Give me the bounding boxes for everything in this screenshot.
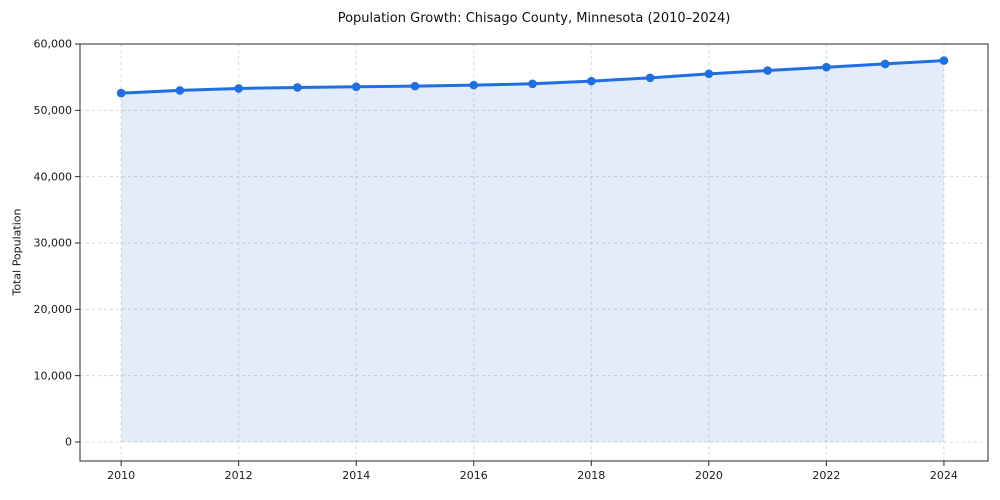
y-tick-label: 10,000 xyxy=(34,369,73,382)
y-tick-label: 60,000 xyxy=(34,38,73,51)
x-tick-label: 2012 xyxy=(225,469,253,482)
data-point-2022 xyxy=(822,62,831,72)
y-tick-label: 30,000 xyxy=(34,237,73,250)
x-tick-label: 2024 xyxy=(930,469,958,482)
plot-border xyxy=(79,43,989,462)
y-tick-label: 50,000 xyxy=(34,104,73,117)
data-point-2015 xyxy=(410,81,420,91)
x-tick-label: 2016 xyxy=(460,469,488,482)
x-tick-label: 2020 xyxy=(695,469,723,482)
y-tick-label: 0 xyxy=(65,436,72,449)
data-point-2010 xyxy=(116,88,126,98)
data-point-2016 xyxy=(469,80,479,90)
data-point-2018 xyxy=(587,76,596,86)
x-tick-label: 2018 xyxy=(577,469,605,482)
data-point-2013 xyxy=(293,83,302,92)
data-point-2023 xyxy=(880,59,890,69)
data-point-2019 xyxy=(645,73,655,83)
data-point-2014 xyxy=(351,82,361,92)
y-tick-label: 20,000 xyxy=(34,303,73,316)
data-point-2017 xyxy=(528,79,537,89)
x-tick-label: 2014 xyxy=(342,469,370,482)
x-tick-label: 2010 xyxy=(107,469,135,482)
chart-title: Population Growth: Chisago County, Minne… xyxy=(337,11,731,26)
data-point-2011 xyxy=(175,86,185,95)
x-tick-label: 2022 xyxy=(812,469,840,482)
data-point-2012 xyxy=(234,84,243,93)
data-point-2020 xyxy=(704,69,714,79)
data-point-2024 xyxy=(939,56,949,65)
data-point-2021 xyxy=(763,66,772,75)
area-fill xyxy=(121,60,944,442)
y-tick-label: 40,000 xyxy=(34,170,73,183)
